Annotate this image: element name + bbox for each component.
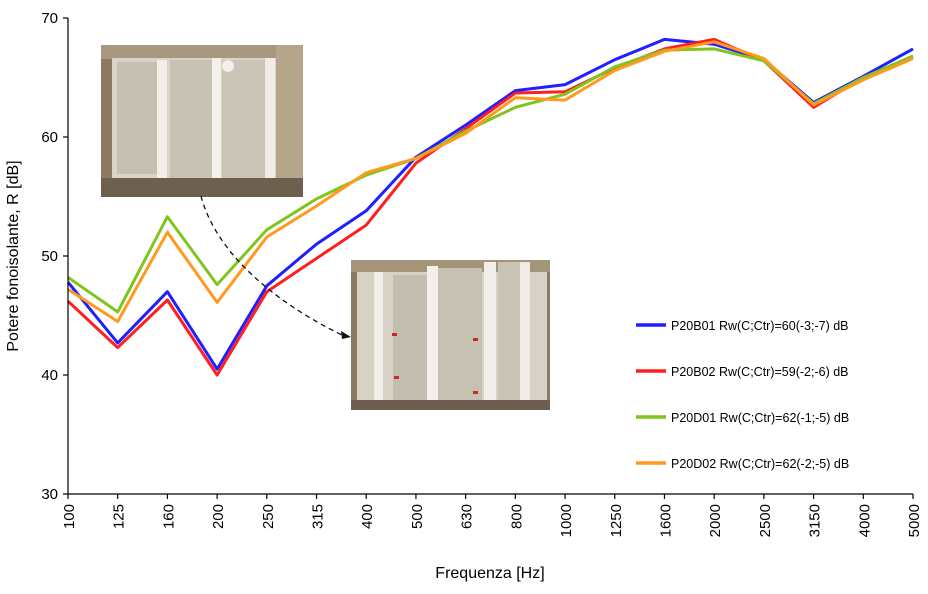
x-tick-label: 160 [160,504,177,529]
legend-label-3: P20D01 Rw(C;Ctr)=62(-1;-5) dB [671,411,849,425]
x-tick-label: 2000 [707,504,724,537]
y-tick-label: 50 [41,248,58,265]
x-axis-title: Frequenza [Hz] [435,565,544,582]
x-tick-label: 800 [508,504,525,529]
inset-connector-arrow [200,195,343,336]
y-tick-label: 40 [41,367,58,384]
series-line-4 [67,40,914,323]
legend-label-1: P20B01 Rw(C;Ctr)=60(-3;-7) dB [671,319,849,333]
x-tick-label: 4000 [856,504,873,537]
series-layer [66,37,914,377]
x-tick-label: 3150 [807,504,824,537]
wall-photo-inset-1 [101,45,303,197]
wall-photo-inset-2 [351,260,550,410]
x-tick-label: 100 [61,504,78,529]
x-tick-label: 5000 [906,504,923,537]
legend: P20B01 Rw(C;Ctr)=60(-3;-7) dB P20B02 Rw(C… [636,319,849,471]
y-tick-label: 60 [41,129,58,146]
inset-connector-arrowhead [341,331,351,339]
legend-label-2: P20B02 Rw(C;Ctr)=59(-2;-6) dB [671,365,849,379]
x-tick-label: 125 [111,504,128,529]
x-tick-label: 500 [409,504,426,529]
legend-label-4: P20D02 Rw(C;Ctr)=62(-2;-5) dB [671,457,849,471]
x-tick-label: 315 [310,504,327,529]
y-tick-label: 70 [41,10,58,27]
x-ticks: 100 125 160 200 250 315 400 500 630 800 1000 1250 16… [61,494,923,537]
y-tick-label: 30 [41,486,58,503]
x-tick-label: 630 [459,504,476,529]
x-tick-label: 1250 [608,504,625,537]
x-tick-label: 2500 [757,504,774,537]
y-axis-title: Potere fonoisolante, R [dB] [5,160,22,351]
x-tick-label: 200 [210,504,227,529]
x-tick-label: 1600 [657,504,674,537]
x-tick-label: 1000 [558,504,575,537]
y-ticks: 30 40 50 60 70 [41,10,68,503]
x-tick-label: 400 [359,504,376,529]
x-tick-label: 250 [260,504,277,529]
